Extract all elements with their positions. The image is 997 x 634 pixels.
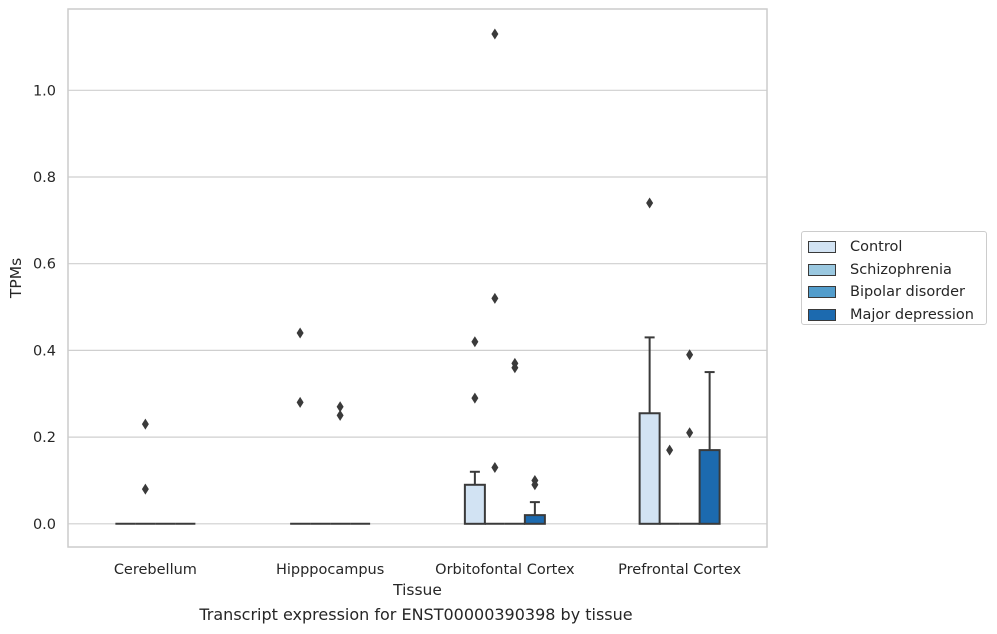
plot-frame xyxy=(67,8,768,548)
box-body xyxy=(698,449,721,525)
outlier-point xyxy=(296,327,304,339)
x-tick-label: Hipppocampus xyxy=(276,562,384,578)
legend-label: Control xyxy=(850,239,903,256)
x-tick-label: Orbitofontal Cortex xyxy=(435,562,575,578)
y-tick-label: 0.0 xyxy=(33,517,56,533)
outlier-point xyxy=(491,28,499,40)
legend-swatch xyxy=(808,308,836,321)
legend: Control Schizophrenia Bipolar disorder Majo… xyxy=(801,231,987,325)
outlier-point xyxy=(471,392,479,404)
box-series xyxy=(115,336,721,525)
x-axis-label: Tissue xyxy=(392,581,442,599)
outlier-point xyxy=(531,479,539,491)
box-body xyxy=(638,412,661,525)
outlier-point xyxy=(491,461,499,473)
outlier-points xyxy=(141,28,694,495)
legend-swatch xyxy=(808,286,836,299)
legend-label: Schizophrenia xyxy=(850,261,952,278)
x-tick-label: Prefrontal Cortex xyxy=(618,562,741,578)
y-tick-label: 0.8 xyxy=(33,170,56,186)
outlier-point xyxy=(686,427,694,439)
y-tick-label: 0.6 xyxy=(33,257,56,273)
legend-label: Major depression xyxy=(850,306,974,323)
plot-border xyxy=(67,8,768,548)
box-body xyxy=(523,514,546,525)
legend-item: Control xyxy=(808,236,986,259)
box-major-depression xyxy=(523,501,546,525)
box-major-depression xyxy=(698,371,721,525)
y-tick-label: 0.2 xyxy=(33,430,56,446)
box-body xyxy=(463,483,486,525)
box-control xyxy=(638,336,661,525)
x-tick-labels: Cerebellum Hipppocampus Orbitofontal Corte… xyxy=(114,562,742,578)
outlier-point xyxy=(336,409,344,421)
outlier-point xyxy=(666,444,674,456)
outlier-point xyxy=(491,292,499,304)
y-tick-labels: 0.0 0.2 0.4 0.6 0.8 1.0 xyxy=(33,83,56,533)
legend-item: Major depression xyxy=(808,304,986,327)
outlier-point xyxy=(511,362,519,374)
legend-swatch xyxy=(808,263,836,276)
outlier-point xyxy=(141,418,149,430)
y-tick-label: 0.4 xyxy=(33,343,56,359)
outlier-point xyxy=(296,396,304,408)
x-tick-label: Cerebellum xyxy=(114,562,197,578)
legend-item: Bipolar disorder xyxy=(808,281,986,304)
outlier-point xyxy=(686,349,694,361)
legend-label: Bipolar disorder xyxy=(850,284,965,301)
y-axis-label: TPMs xyxy=(7,258,25,299)
y-tick-label: 1.0 xyxy=(33,83,56,99)
legend-item: Schizophrenia xyxy=(808,259,986,282)
outlier-point xyxy=(646,197,654,209)
outlier-point xyxy=(336,401,344,413)
box-control xyxy=(463,470,486,525)
grid-lines xyxy=(68,89,767,525)
legend-swatch xyxy=(808,241,836,254)
outlier-point xyxy=(471,336,479,348)
outlier-point xyxy=(141,483,149,495)
chart-caption: Transcript expression for ENST0000039039… xyxy=(199,605,633,624)
